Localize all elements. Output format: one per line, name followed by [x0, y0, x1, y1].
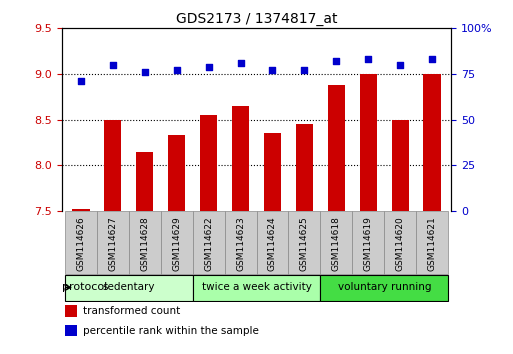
Title: GDS2173 / 1374817_at: GDS2173 / 1374817_at — [176, 12, 337, 26]
Point — [172, 68, 181, 73]
Point — [332, 58, 341, 64]
Bar — [264, 133, 281, 211]
Bar — [66, 325, 77, 337]
Text: GSM114623: GSM114623 — [236, 216, 245, 271]
Bar — [136, 152, 153, 211]
Text: GSM114628: GSM114628 — [140, 216, 149, 271]
Bar — [321, 275, 448, 301]
Point — [109, 62, 117, 68]
Bar — [256, 211, 288, 274]
Point — [236, 60, 245, 66]
Bar — [65, 211, 97, 274]
Text: GSM114621: GSM114621 — [428, 216, 437, 271]
Text: twice a week activity: twice a week activity — [202, 282, 311, 292]
Text: sedentary: sedentary — [103, 282, 155, 292]
Bar — [352, 211, 384, 274]
Point — [396, 62, 404, 68]
Bar — [161, 211, 192, 274]
Text: voluntary running: voluntary running — [338, 282, 431, 292]
Bar — [391, 120, 409, 211]
Point — [205, 64, 213, 69]
Bar — [72, 209, 90, 211]
Bar — [232, 106, 249, 211]
Bar — [288, 211, 321, 274]
Text: GSM114619: GSM114619 — [364, 216, 373, 271]
Text: GSM114626: GSM114626 — [76, 216, 85, 271]
Bar — [129, 211, 161, 274]
Text: GSM114620: GSM114620 — [396, 216, 405, 271]
Bar — [200, 115, 218, 211]
Point — [300, 68, 308, 73]
Bar — [328, 85, 345, 211]
Bar — [321, 211, 352, 274]
Text: GSM114624: GSM114624 — [268, 216, 277, 271]
Point — [76, 79, 85, 84]
Bar — [192, 275, 321, 301]
Text: protocol: protocol — [62, 282, 107, 292]
Bar — [97, 211, 129, 274]
Text: GSM114618: GSM114618 — [332, 216, 341, 271]
Text: percentile rank within the sample: percentile rank within the sample — [83, 326, 259, 336]
Text: GSM114625: GSM114625 — [300, 216, 309, 271]
Bar — [423, 74, 441, 211]
Bar — [192, 211, 225, 274]
Bar — [295, 124, 313, 211]
Text: transformed count: transformed count — [83, 306, 180, 316]
Bar — [65, 275, 192, 301]
Bar — [225, 211, 256, 274]
Point — [268, 68, 277, 73]
Point — [364, 57, 372, 62]
Point — [141, 69, 149, 75]
Text: GSM114622: GSM114622 — [204, 216, 213, 271]
Bar — [416, 211, 448, 274]
Text: GSM114629: GSM114629 — [172, 216, 181, 271]
Bar — [104, 120, 122, 211]
Bar — [384, 211, 416, 274]
Point — [428, 57, 437, 62]
Bar — [66, 305, 77, 317]
Text: GSM114627: GSM114627 — [108, 216, 117, 271]
Bar — [360, 74, 377, 211]
Bar — [168, 135, 185, 211]
